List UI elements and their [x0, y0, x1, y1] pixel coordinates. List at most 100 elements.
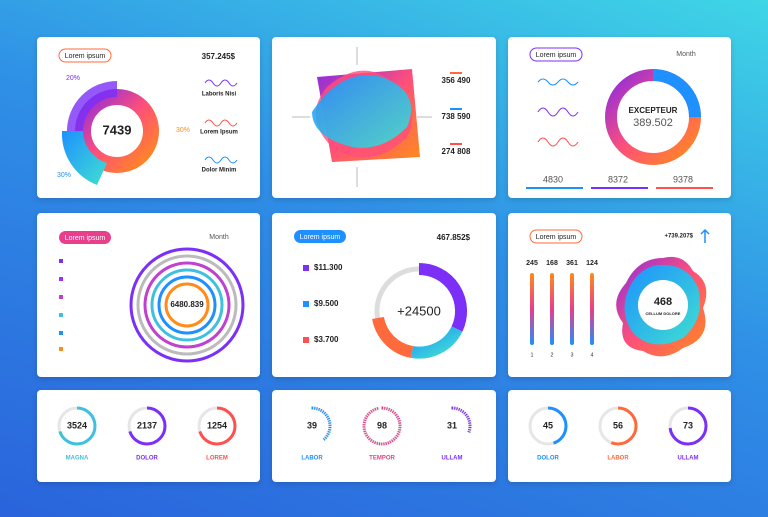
gauge-label: ULLAM [442, 456, 463, 462]
gauge-label: LOREM [206, 456, 228, 462]
sparkline [204, 156, 238, 164]
panel-svg: 356 490 738 590 274 808 [292, 47, 471, 187]
panel: Lorem ipsum 357.245$ 7439 20% 30% 30% La… [37, 37, 260, 198]
center-value: 389.502 [633, 117, 673, 129]
panel: 45 DOLOR 56 LABOR 73 ULLAM [508, 390, 731, 482]
gauge-arc [598, 406, 638, 446]
total: 467.852$ [437, 233, 471, 242]
gauge-label: DOLOR [136, 456, 158, 462]
percent-label: 30% [57, 172, 71, 179]
panel-svg: 3524 MAGNA 2137 DOLOR 1254 LOREM [57, 406, 237, 462]
dropdown[interactable]: Month [676, 51, 696, 58]
gauge-label: TEMPOR [369, 456, 395, 462]
badge-frame [529, 229, 583, 244]
blob [312, 75, 412, 148]
gauge-value: 39 [307, 420, 317, 430]
sparkline [537, 107, 579, 117]
gauge-label: LABOR [301, 456, 323, 462]
gauge-ring [127, 406, 167, 446]
bar-label: 124 [586, 260, 598, 267]
center-circle [638, 280, 688, 330]
panel: 3524 MAGNA 2137 DOLOR 1254 LOREM [37, 390, 260, 482]
gauge-ring [197, 406, 237, 446]
center-value: 468 [654, 296, 672, 308]
panel: Lorem ipsum 467.852$ $11.300 $9.500 $3.7… [272, 213, 496, 377]
gauge-arc [528, 406, 568, 446]
gauge-label: DOLOR [537, 456, 559, 462]
gauge-value: 2137 [137, 420, 157, 430]
gauge-label: MAGNA [66, 456, 89, 462]
bar [550, 273, 554, 345]
bar-label: 168 [546, 260, 558, 267]
value: 356 490 [442, 76, 471, 85]
bar [530, 273, 534, 345]
panel: Lorem ipsum Month EXCEPTEUR 389.502 4830… [508, 37, 731, 198]
badge: Lorem ipsum [536, 234, 577, 241]
sparkline [204, 119, 238, 127]
panel-svg: Lorem ipsum +739.207$ 245 1 168 2 361 3 124 4 4… [526, 228, 710, 358]
gauge-value: 73 [683, 420, 693, 430]
footer-value: 8372 [608, 174, 628, 184]
segment [372, 316, 414, 358]
sparkline [537, 137, 579, 147]
bar-label: 245 [526, 260, 538, 267]
bar [570, 273, 574, 345]
panel-svg: 39 LABOR 98 TEMPOR 31 ULLAM [292, 406, 472, 462]
value: 738 590 [442, 112, 471, 121]
value: 274 808 [442, 147, 471, 156]
panel-svg: Lorem ipsum 467.852$ $11.300 $9.500 $3.7… [294, 230, 471, 359]
center-value: +24500 [397, 303, 441, 318]
gauge-arc [668, 406, 708, 446]
gauge-value: 1254 [207, 420, 227, 430]
footer-value: 9378 [673, 174, 693, 184]
legend-item: Laboris Nisi [202, 92, 237, 98]
arrow [700, 228, 710, 243]
total: 357.245$ [202, 52, 236, 61]
panel-svg: Lorem ipsum Month 6480.839 [59, 231, 245, 363]
connectors [292, 47, 432, 187]
rings [129, 247, 245, 363]
sparkline [204, 79, 238, 87]
bar-group: 245 1 168 2 361 3 124 4 [526, 260, 598, 358]
dropdown[interactable]: Month [209, 234, 229, 241]
panel: Lorem ipsum +739.207$ 245 1 168 2 361 3 124 4 4… [508, 213, 731, 377]
badge-frame [294, 230, 346, 243]
legend-item: Dolor Minim [202, 168, 237, 174]
footer-value: 4830 [543, 174, 563, 184]
segment [410, 326, 463, 359]
legend-item: Lorem Ipsum [200, 130, 238, 136]
x-label: 1 [531, 352, 534, 358]
bar-label: 361 [566, 260, 578, 267]
badge-frame [529, 47, 583, 62]
segment [61, 131, 107, 185]
panel-svg: Lorem ipsum Month EXCEPTEUR 389.502 4830… [526, 47, 713, 189]
center-value: 7439 [103, 122, 132, 137]
badge: Lorem ipsum [300, 234, 341, 241]
panel: 356 490 738 590 274 808 [272, 37, 496, 198]
panel: Lorem ipsum Month 6480.839 [37, 213, 260, 377]
item-value: $3.700 [314, 335, 339, 344]
bar [590, 273, 594, 345]
item-value: $9.500 [314, 299, 339, 308]
segment [418, 262, 467, 332]
total: +739.207$ [664, 234, 693, 240]
panel-svg: Lorem ipsum 357.245$ 7439 20% 30% 30% La… [57, 48, 238, 185]
badge: Lorem ipsum [536, 52, 577, 59]
gauge-arc-mask [432, 406, 472, 446]
caption: CELLUM DOLORE [646, 311, 681, 316]
badge-frame [59, 231, 111, 244]
gauge-arc-mask [292, 406, 332, 446]
item-marker [303, 301, 309, 307]
percent-label: 30% [176, 127, 190, 134]
gauge-value: 3524 [67, 420, 87, 430]
gauge-label: ULLAM [678, 456, 699, 462]
gauge-arc-mask [362, 406, 402, 446]
percent-label: 20% [66, 75, 80, 82]
item-value: $11.300 [314, 263, 343, 272]
panel-svg: 45 DOLOR 56 LABOR 73 ULLAM [528, 406, 708, 462]
gauge-value: 98 [377, 420, 387, 430]
badge: Lorem ipsum [65, 53, 106, 60]
gauge-label: LABOR [607, 456, 629, 462]
x-label: 2 [551, 352, 554, 358]
